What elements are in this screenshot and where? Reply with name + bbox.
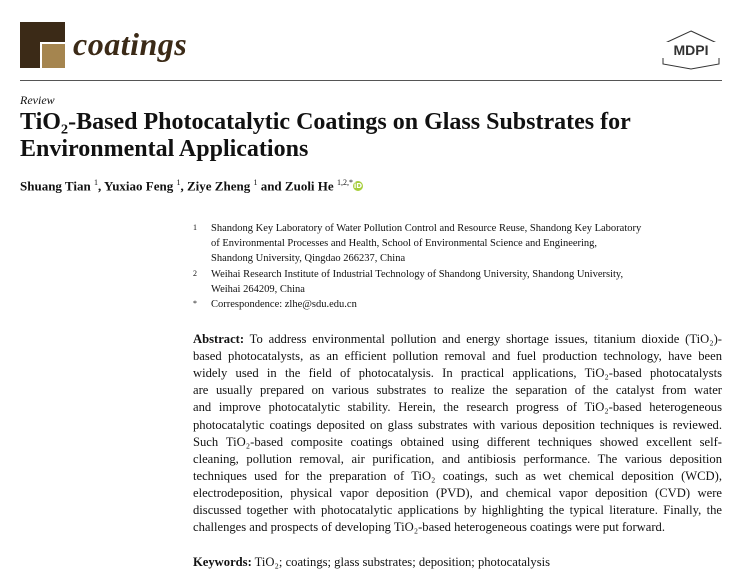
title-line: Environmental Applications bbox=[20, 136, 309, 162]
abstract-text: electrodeposition, physical vapor deposi… bbox=[193, 485, 722, 500]
affiliation-line: Shandong Key Laboratory of Water Polluti… bbox=[211, 223, 642, 234]
abstract-text: cleaning, pollution removal, air purific… bbox=[193, 451, 722, 466]
abstract-line: techniques used for the preparation of T… bbox=[193, 469, 722, 484]
author-name[interactable]: Shuang Tian bbox=[20, 178, 91, 194]
abstract-line: are usually prepared on various substrat… bbox=[193, 383, 722, 398]
keywords-text: TiO₂; coatings; glass substrates; deposi… bbox=[251, 555, 551, 569]
author-list: Shuang Tian 1, Yuxiao Feng 1, Ziye Zheng… bbox=[20, 178, 363, 194]
mdpi-logo-text: MDPI bbox=[674, 42, 709, 58]
author-affiliation-mark: 1 bbox=[176, 178, 181, 187]
abstract-text: widely used in the field of photocatalys… bbox=[193, 366, 722, 381]
author-name[interactable]: Yuxiao Feng bbox=[104, 178, 174, 194]
author-separator: , bbox=[97, 178, 104, 194]
paper-title: TiO₂-Based Photocatalytic Coatings on Gl… bbox=[20, 109, 720, 163]
affiliation-line: of Environmental Processes and Health, S… bbox=[211, 238, 598, 250]
abstract-text: discussed together with photocatalytic a… bbox=[193, 503, 722, 517]
keywords: Keywords: TiO₂; coatings; glass substrat… bbox=[193, 555, 550, 570]
journal-logo bbox=[20, 22, 65, 68]
keywords-label: Keywords: bbox=[193, 555, 252, 569]
affiliation-mark: 2 bbox=[193, 268, 197, 278]
abstract-line: discussed together with photocatalytic a… bbox=[193, 503, 722, 518]
abstract-text: Such TiO₂-based composite coatings obtai… bbox=[193, 434, 722, 449]
abstract-line: challenges and prospects of developing T… bbox=[193, 520, 722, 535]
affiliation-line: Shandong University, Qingdao 266237, Chi… bbox=[211, 253, 406, 265]
affiliation-line: Correspondence: zlhe@sdu.edu.cn bbox=[211, 299, 357, 310]
abstract-text: and improve photocatalytic stability. He… bbox=[193, 400, 722, 415]
abstract-line: and improve photocatalytic stability. He… bbox=[193, 400, 722, 415]
abstract-text: based photocatalysts, as an efficient po… bbox=[193, 349, 722, 364]
article-type: Review bbox=[20, 93, 55, 107]
author-separator: , bbox=[180, 178, 187, 194]
affiliation-mark: * bbox=[193, 299, 197, 308]
abstract-text: techniques used for the preparation of T… bbox=[193, 468, 722, 483]
abstract-text: To address environmental pollution and e… bbox=[244, 332, 722, 346]
affiliation-mark: 1 bbox=[193, 223, 197, 232]
author-separator: and bbox=[257, 178, 285, 194]
affiliation-line: Weihai Research Institute of Industrial … bbox=[211, 268, 624, 280]
author-affiliation-mark: 1,2,* bbox=[336, 178, 353, 187]
journal-logo-inner bbox=[40, 42, 65, 68]
header-divider bbox=[20, 80, 722, 81]
abstract-line: Abstract: To address environmental pollu… bbox=[193, 332, 722, 347]
abstract-text: challenges and prospects of developing T… bbox=[193, 520, 665, 535]
abstract-text: are usually prepared on various substrat… bbox=[193, 383, 722, 398]
mdpi-logo: MDPI bbox=[662, 30, 720, 70]
abstract-line: Such TiO₂-based composite coatings obtai… bbox=[193, 435, 722, 450]
abstract-label: Abstract: bbox=[193, 332, 245, 346]
abstract-line: based photocatalysts, as an efficient po… bbox=[193, 349, 722, 364]
abstract-line: widely used in the field of photocatalys… bbox=[193, 366, 722, 381]
orcid-icon[interactable]: iD bbox=[352, 181, 363, 192]
abstract-text: photocatalytic coatings deposited on gla… bbox=[193, 417, 722, 432]
author-affiliation-mark: 1 bbox=[93, 178, 98, 187]
abstract-line: photocatalytic coatings deposited on gla… bbox=[193, 418, 722, 433]
abstract-line: cleaning, pollution removal, air purific… bbox=[193, 452, 722, 467]
title-line: TiO₂-Based Photocatalytic Coatings on Gl… bbox=[20, 109, 631, 135]
author-affiliation-mark: 1 bbox=[253, 178, 258, 187]
author-name[interactable]: Zuoli He bbox=[284, 178, 334, 194]
abstract-line: electrodeposition, physical vapor deposi… bbox=[193, 486, 722, 501]
affiliation-line: Weihai 264209, China bbox=[211, 283, 305, 295]
journal-name: coatings bbox=[73, 26, 188, 62]
author-name[interactable]: Ziye Zheng bbox=[186, 178, 251, 194]
